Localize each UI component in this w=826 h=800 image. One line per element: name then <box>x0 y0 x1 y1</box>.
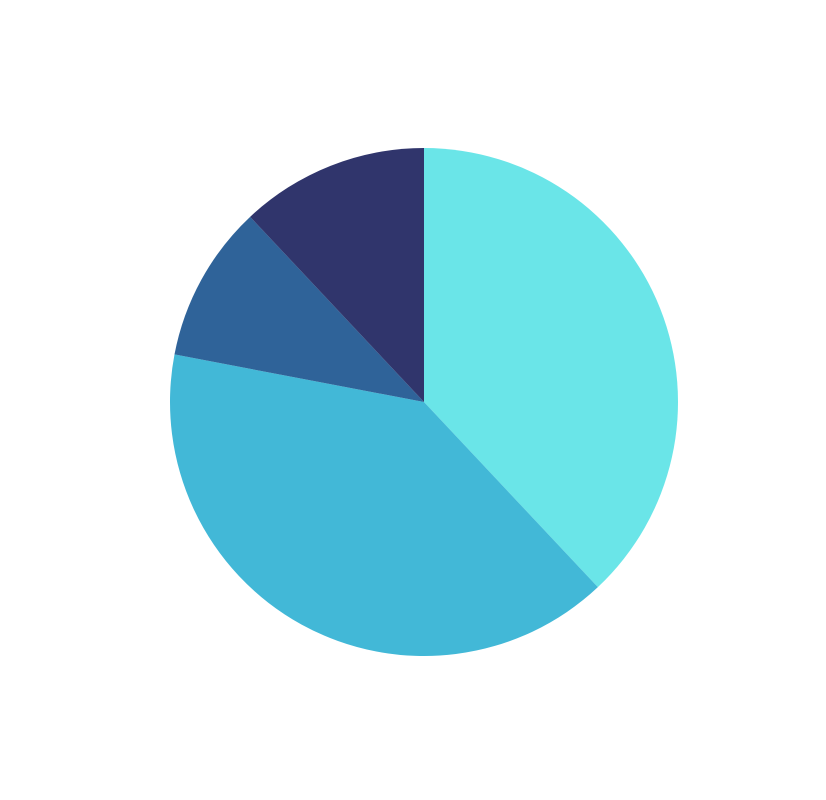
pie-slice <box>424 148 678 588</box>
pie-slice <box>174 216 424 402</box>
pie-slice <box>250 148 424 402</box>
pie-slice <box>169 354 598 656</box>
